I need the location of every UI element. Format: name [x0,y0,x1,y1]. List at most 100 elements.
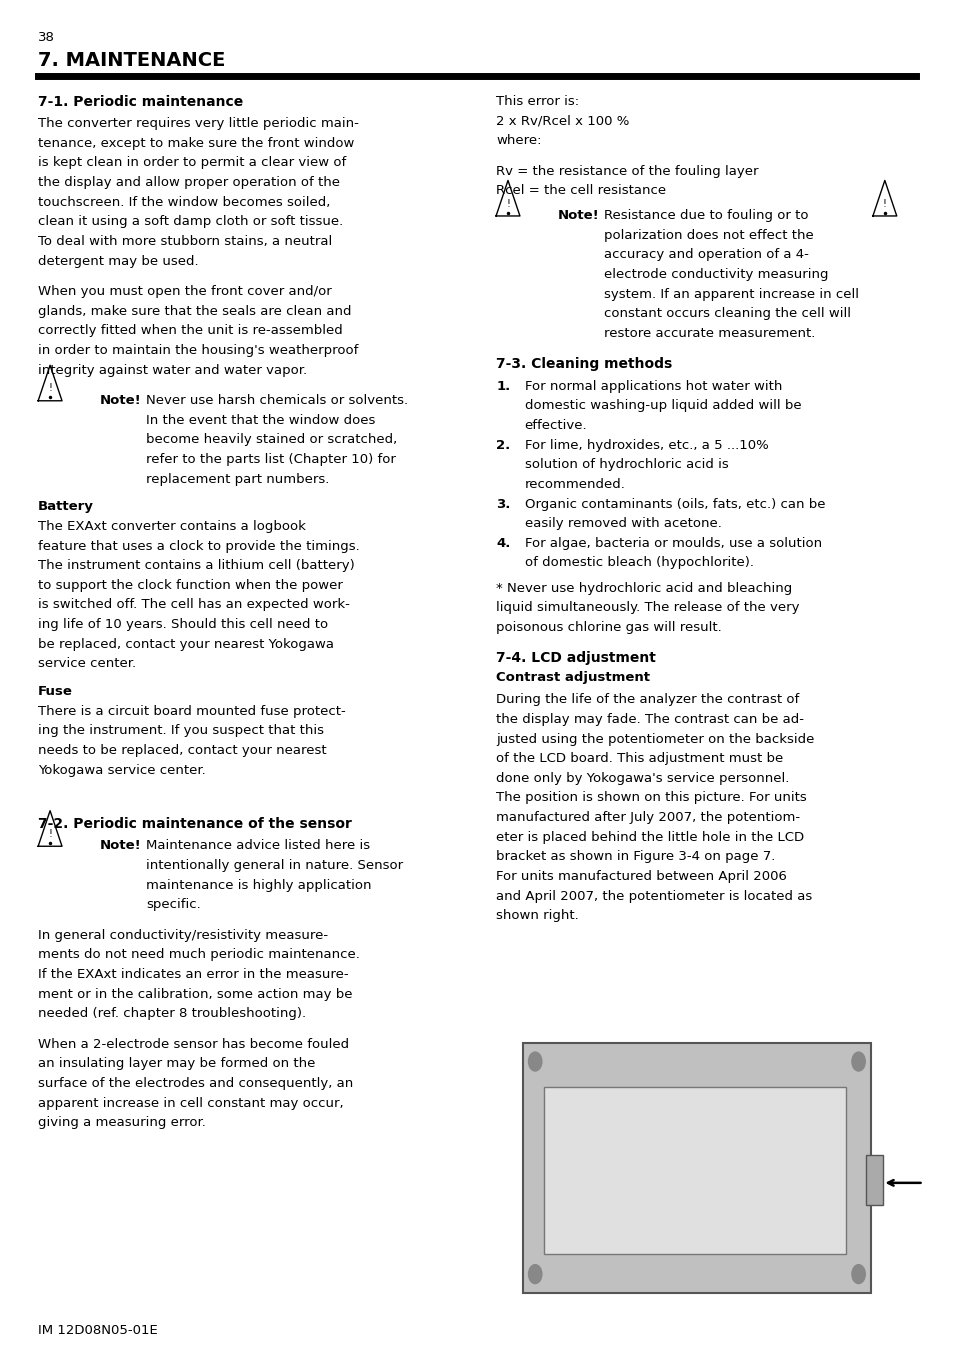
Text: ments do not need much periodic maintenance.: ments do not need much periodic maintena… [38,948,359,961]
Text: needs to be replaced, contact your nearest: needs to be replaced, contact your neare… [38,743,327,757]
Text: * Never use hydrochloric acid and bleaching: * Never use hydrochloric acid and bleach… [496,581,792,594]
Text: 38: 38 [38,31,55,45]
FancyBboxPatch shape [522,1043,870,1293]
FancyBboxPatch shape [865,1155,882,1205]
Text: When you must open the front cover and/or: When you must open the front cover and/o… [38,284,332,298]
Text: For lime, hydroxides, etc., a 5 ...10%: For lime, hydroxides, etc., a 5 ...10% [524,439,768,452]
Text: 7-3. Cleaning methods: 7-3. Cleaning methods [496,357,672,371]
Text: restore accurate measurement.: restore accurate measurement. [603,326,815,340]
Text: to support the clock function when the power: to support the clock function when the p… [38,578,343,592]
Text: ing the instrument. If you suspect that this: ing the instrument. If you suspect that … [38,724,324,738]
Text: The converter requires very little periodic main-: The converter requires very little perio… [38,116,358,130]
Text: correctly fitted when the unit is re-assembled: correctly fitted when the unit is re-ass… [38,324,342,337]
Text: 7. MAINTENANCE: 7. MAINTENANCE [38,51,225,70]
Text: In general conductivity/resistivity measure-: In general conductivity/resistivity meas… [38,929,328,942]
Text: The position is shown on this picture. For units: The position is shown on this picture. F… [496,791,806,804]
Text: Yokogawa service center.: Yokogawa service center. [38,764,206,777]
Text: This error is:: This error is: [496,95,578,108]
Text: effective.: effective. [524,418,587,432]
Text: apparent increase in cell constant may occur,: apparent increase in cell constant may o… [38,1097,343,1110]
Text: recommended.: recommended. [524,478,625,492]
Text: shown right.: shown right. [496,909,578,922]
Text: !: ! [882,199,886,209]
Text: tenance, except to make sure the front window: tenance, except to make sure the front w… [38,137,355,150]
Text: needed (ref. chapter 8 troubleshooting).: needed (ref. chapter 8 troubleshooting). [38,1007,306,1021]
Text: integrity against water and water vapor.: integrity against water and water vapor. [38,363,307,376]
Text: done only by Yokogawa's service personnel.: done only by Yokogawa's service personne… [496,772,789,785]
Text: 7-1. Periodic maintenance: 7-1. Periodic maintenance [38,95,243,108]
Text: accuracy and operation of a 4-: accuracy and operation of a 4- [603,248,808,261]
Text: electrode conductivity measuring: electrode conductivity measuring [603,268,827,282]
Text: an insulating layer may be formed on the: an insulating layer may be formed on the [38,1057,315,1071]
Text: Never use harsh chemicals or solvents.: Never use harsh chemicals or solvents. [146,394,408,408]
Text: touchscreen. If the window becomes soiled,: touchscreen. If the window becomes soile… [38,195,330,209]
Text: !: ! [505,199,510,209]
Text: ing life of 10 years. Should this cell need to: ing life of 10 years. Should this cell n… [38,617,328,631]
Text: justed using the potentiometer on the backside: justed using the potentiometer on the ba… [496,733,814,746]
Text: manufactured after July 2007, the potentiom-: manufactured after July 2007, the potent… [496,811,800,825]
Text: become heavily stained or scratched,: become heavily stained or scratched, [146,433,396,447]
Text: If the EXAxt indicates an error in the measure-: If the EXAxt indicates an error in the m… [38,968,349,982]
Text: IM 12D08N05-01E: IM 12D08N05-01E [38,1324,158,1338]
Text: For units manufactured between April 2006: For units manufactured between April 200… [496,869,786,883]
Text: intentionally general in nature. Sensor: intentionally general in nature. Sensor [146,858,403,872]
Text: 7-4. LCD adjustment: 7-4. LCD adjustment [496,651,656,665]
Text: clean it using a soft damp cloth or soft tissue.: clean it using a soft damp cloth or soft… [38,215,343,229]
Text: Rcel = the cell resistance: Rcel = the cell resistance [496,184,665,198]
Text: 7-2. Periodic maintenance of the sensor: 7-2. Periodic maintenance of the sensor [38,816,352,831]
Text: domestic washing-up liquid added will be: domestic washing-up liquid added will be [524,399,801,413]
Text: Note!: Note! [100,394,142,408]
Text: is kept clean in order to permit a clear view of: is kept clean in order to permit a clear… [38,156,346,169]
Text: The instrument contains a lithium cell (battery): The instrument contains a lithium cell (… [38,559,355,573]
Text: polarization does not effect the: polarization does not effect the [603,229,813,242]
Text: Organic contaminants (oils, fats, etc.) can be: Organic contaminants (oils, fats, etc.) … [524,497,824,510]
Text: of the LCD board. This adjustment must be: of the LCD board. This adjustment must b… [496,751,782,765]
Text: system. If an apparent increase in cell: system. If an apparent increase in cell [603,287,858,301]
Text: Fuse: Fuse [38,685,73,699]
Text: ment or in the calibration, some action may be: ment or in the calibration, some action … [38,987,353,1001]
Text: To deal with more stubborn stains, a neutral: To deal with more stubborn stains, a neu… [38,234,332,248]
Text: of domestic bleach (hypochlorite).: of domestic bleach (hypochlorite). [524,556,753,570]
Text: where:: where: [496,134,541,148]
Text: 3.: 3. [496,497,510,510]
Text: be replaced, contact your nearest Yokogawa: be replaced, contact your nearest Yokoga… [38,638,334,651]
Text: surface of the electrodes and consequently, an: surface of the electrodes and consequent… [38,1076,353,1090]
Text: Resistance due to fouling or to: Resistance due to fouling or to [603,209,807,222]
Text: !: ! [48,383,52,393]
Text: bracket as shown in Figure 3-4 on page 7.: bracket as shown in Figure 3-4 on page 7… [496,850,775,864]
Text: eter is placed behind the little hole in the LCD: eter is placed behind the little hole in… [496,830,803,844]
Text: feature that uses a clock to provide the timings.: feature that uses a clock to provide the… [38,539,359,552]
Text: giving a measuring error.: giving a measuring error. [38,1116,206,1129]
Circle shape [851,1052,864,1071]
Text: 4.: 4. [496,536,510,550]
Text: Battery: Battery [38,500,94,513]
Text: the display and allow proper operation of the: the display and allow proper operation o… [38,176,340,190]
Text: 2 x Rv/Rcel x 100 %: 2 x Rv/Rcel x 100 % [496,114,629,127]
Text: solution of hydrochloric acid is: solution of hydrochloric acid is [524,458,728,471]
Text: 2.: 2. [496,439,510,452]
Text: !: ! [48,829,52,838]
Text: Contrast adjustment: Contrast adjustment [496,670,649,684]
Text: detergent may be used.: detergent may be used. [38,255,198,268]
Text: refer to the parts list (Chapter 10) for: refer to the parts list (Chapter 10) for [146,452,395,466]
Text: Note!: Note! [558,209,599,222]
Text: the display may fade. The contrast can be ad-: the display may fade. The contrast can b… [496,712,803,726]
Text: For normal applications hot water with: For normal applications hot water with [524,379,781,393]
Text: in order to maintain the housing's weatherproof: in order to maintain the housing's weath… [38,344,358,357]
FancyBboxPatch shape [543,1087,845,1254]
Text: service center.: service center. [38,657,136,670]
Text: replacement part numbers.: replacement part numbers. [146,473,329,486]
Text: There is a circuit board mounted fuse protect-: There is a circuit board mounted fuse pr… [38,704,346,718]
Text: 1.: 1. [496,379,510,393]
Circle shape [528,1265,541,1284]
Text: Maintenance advice listed here is: Maintenance advice listed here is [146,839,370,853]
Text: When a 2-electrode sensor has become fouled: When a 2-electrode sensor has become fou… [38,1037,349,1051]
Text: poisonous chlorine gas will result.: poisonous chlorine gas will result. [496,620,721,634]
Text: easily removed with acetone.: easily removed with acetone. [524,517,720,531]
Text: specific.: specific. [146,898,200,911]
Text: liquid simultaneously. The release of the very: liquid simultaneously. The release of th… [496,601,799,615]
Text: maintenance is highly application: maintenance is highly application [146,879,371,892]
Text: Rv = the resistance of the fouling layer: Rv = the resistance of the fouling layer [496,164,758,177]
Text: Note!: Note! [100,839,142,853]
Text: is switched off. The cell has an expected work-: is switched off. The cell has an expecte… [38,598,350,612]
